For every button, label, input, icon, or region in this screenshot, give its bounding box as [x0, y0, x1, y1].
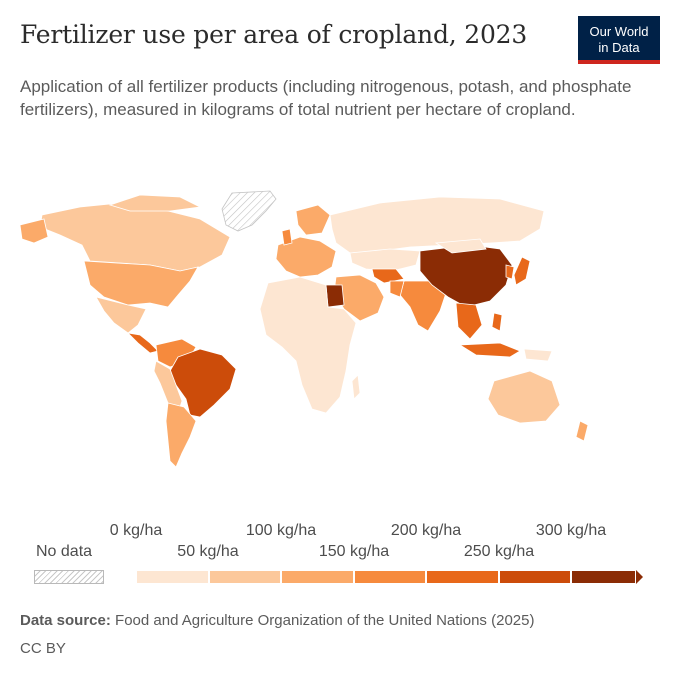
map-region-africa[interactable] [259, 276, 357, 414]
legend-swatch-100-150[interactable] [281, 570, 354, 584]
license[interactable]: CC BY [20, 640, 66, 657]
legend-tick-0: 0 kg/ha [109, 522, 163, 539]
map-region-western-europe[interactable] [275, 236, 337, 278]
map-region-philippines[interactable] [491, 312, 503, 332]
map-region-alaska[interactable] [19, 218, 49, 244]
map-region-scandinavia[interactable] [295, 204, 331, 236]
map-region-egypt[interactable] [325, 284, 345, 308]
legend-no-data-swatch[interactable] [34, 570, 104, 584]
legend-arrow-icon [636, 570, 643, 584]
legend-tick-150: 150 kg/ha [318, 543, 390, 560]
map-region-korea[interactable] [505, 264, 515, 280]
legend-swatch-300-plus[interactable] [571, 570, 636, 584]
legend-no-data-label: No data [36, 543, 93, 560]
map-region-australia[interactable] [487, 370, 561, 424]
map-region-indonesia[interactable] [458, 342, 521, 358]
chart-subtitle: Application of all fertilizer products (… [20, 77, 632, 119]
map-region-japan[interactable] [513, 256, 531, 286]
legend-swatch-250-300[interactable] [499, 570, 571, 584]
map-region-mexico[interactable] [95, 296, 147, 334]
map-region-mongolia[interactable] [434, 238, 487, 254]
world-map [0, 185, 680, 475]
legend-swatch-150-200[interactable] [354, 570, 426, 584]
source-label: Data source: [20, 612, 111, 629]
map-region-new-guinea[interactable] [523, 348, 553, 362]
legend-swatch-200-250[interactable] [426, 570, 499, 584]
map-region-canada[interactable] [39, 202, 231, 272]
map-region-uk[interactable] [281, 228, 293, 246]
map-region-central-asia[interactable] [349, 248, 421, 272]
map-region-greenland[interactable] [221, 190, 277, 232]
data-source: Data source: Food and Agriculture Organi… [20, 612, 534, 629]
legend-swatch-50-100[interactable] [209, 570, 281, 584]
owid-logo[interactable]: Our World in Data [578, 16, 660, 64]
map-region-southern-cone[interactable] [165, 402, 197, 468]
legend-tick-200: 200 kg/ha [390, 522, 462, 539]
source-text[interactable]: Food and Agriculture Organization of the… [115, 612, 535, 629]
chart-title: Fertilizer use per area of cropland, 202… [20, 20, 528, 49]
legend-tick-100: 100 kg/ha [245, 522, 317, 539]
map-region-new-zealand[interactable] [575, 420, 589, 442]
map-region-united-states[interactable] [83, 260, 199, 308]
legend-tick-250: 250 kg/ha [463, 543, 535, 560]
logo-line-2: in Data [598, 40, 640, 55]
map-region-central-america[interactable] [126, 332, 159, 354]
legend-tick-50: 50 kg/ha [177, 543, 239, 560]
map-region-china[interactable] [419, 244, 513, 308]
map-region-pakistan[interactable] [389, 280, 405, 298]
map-region-russia[interactable] [329, 196, 545, 254]
map-region-canada-islands[interactable] [108, 194, 202, 212]
legend-swatch-0-50[interactable] [136, 570, 209, 584]
map-region-madagascar[interactable] [351, 374, 361, 400]
legend-tick-300: 300 kg/ha [535, 522, 607, 539]
map-region-southeast-asia[interactable] [455, 302, 483, 340]
color-legend: 0 kg/ha 100 kg/ha 200 kg/ha 300 kg/ha No… [0, 515, 680, 595]
logo-line-1: Our World [589, 24, 649, 39]
